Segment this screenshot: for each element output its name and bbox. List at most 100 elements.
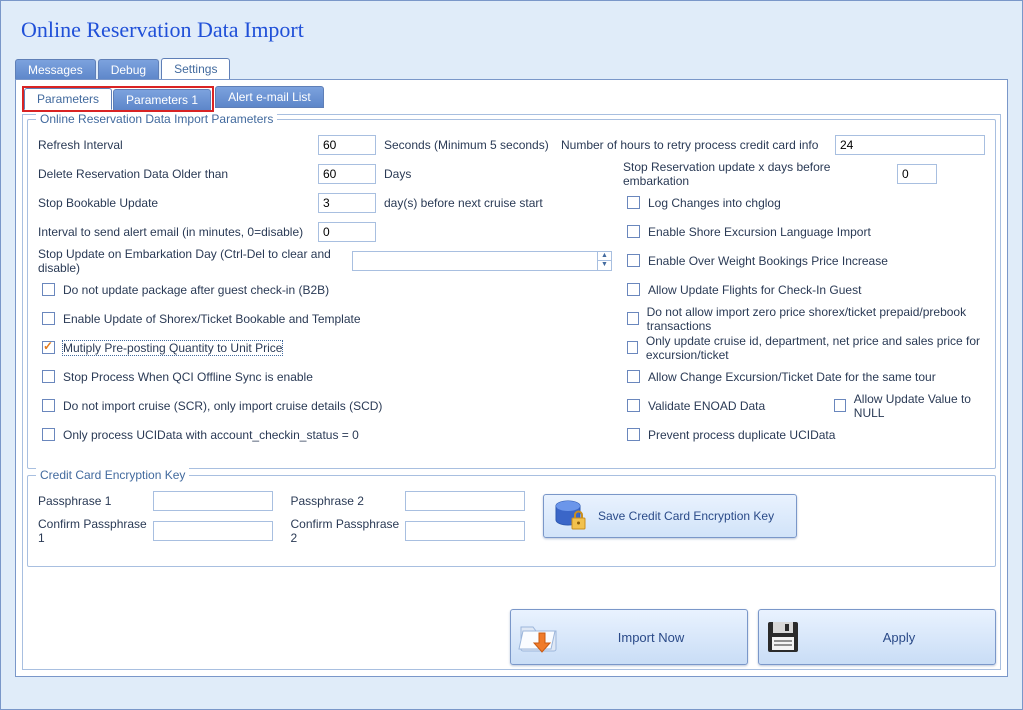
checkbox-no-zero-price[interactable] [627, 312, 639, 325]
tab-settings[interactable]: Settings [161, 58, 230, 80]
input-stop-embark[interactable] [353, 252, 597, 270]
input-cpass1[interactable] [153, 521, 273, 541]
chk-allow-null[interactable]: Allow Update Value to NULL [830, 392, 985, 420]
checkbox-shore-lang[interactable] [627, 225, 640, 238]
chk-log-changes[interactable]: Log Changes into chglog [623, 193, 781, 212]
checkbox-validate-enoad[interactable] [627, 399, 640, 412]
suffix-refresh-interval: Seconds (Minimum 5 seconds) [384, 138, 549, 152]
action-bar: Import Now Apply [510, 609, 996, 665]
top-tabstrip: Messages Debug Settings [1, 57, 1022, 79]
label-over-weight: Enable Over Weight Bookings Price Increa… [648, 254, 888, 268]
checkbox-log-changes[interactable] [627, 196, 640, 209]
label-validate-enoad: Validate ENOAD Data [648, 399, 765, 413]
input-delete-older[interactable] [318, 164, 376, 184]
checkbox-allow-flights[interactable] [627, 283, 640, 296]
label-log-changes: Log Changes into chglog [648, 196, 781, 210]
label-cpass2: Confirm Passphrase 2 [291, 517, 406, 545]
chk-prevent-dup[interactable]: Prevent process duplicate UCIData [623, 425, 835, 444]
chk-only-uci[interactable]: Only process UCIData with account_checki… [38, 425, 359, 444]
group-params-legend: Online Reservation Data Import Parameter… [36, 112, 277, 126]
chk-allow-flights[interactable]: Allow Update Flights for Check-In Guest [623, 280, 861, 299]
checkbox-multiply-pre[interactable] [42, 341, 55, 354]
folder-download-icon [517, 617, 561, 657]
label-allow-flights: Allow Update Flights for Check-In Guest [648, 283, 861, 297]
subtab-parameters1[interactable]: Parameters 1 [113, 89, 211, 110]
label-no-pkg-update: Do not update package after guest check-… [63, 283, 329, 297]
subtab-alert-email[interactable]: Alert e-mail List [215, 86, 324, 108]
subtab-parameters[interactable]: Parameters [24, 88, 112, 110]
database-lock-icon [552, 498, 588, 534]
tab-debug[interactable]: Debug [98, 59, 159, 80]
input-alert-interval[interactable] [318, 222, 376, 242]
label-stop-qci: Stop Process When QCI Offline Sync is en… [63, 370, 313, 384]
label-cpass1: Confirm Passphrase 1 [38, 517, 153, 545]
chk-stop-qci[interactable]: Stop Process When QCI Offline Sync is en… [38, 367, 313, 386]
label-refresh-interval: Refresh Interval [38, 138, 318, 152]
group-params: Online Reservation Data Import Parameter… [27, 119, 996, 469]
input-stop-bookable[interactable] [318, 193, 376, 213]
subtabs-extra: Alert e-mail List [215, 86, 324, 108]
spinner-down-icon[interactable]: ▼ [598, 261, 611, 270]
spinner-buttons: ▲ ▼ [597, 252, 611, 270]
checkbox-allow-change-date[interactable] [627, 370, 640, 383]
input-refresh-interval[interactable] [318, 135, 376, 155]
input-retry-hours[interactable] [835, 135, 985, 155]
save-cc-label: Save Credit Card Encryption Key [598, 509, 774, 523]
checkbox-over-weight[interactable] [627, 254, 640, 267]
label-stop-res-update: Stop Reservation update x days before em… [623, 160, 893, 188]
label-retry-hours: Number of hours to retry process credit … [561, 138, 831, 152]
label-alert-interval: Interval to send alert email (in minutes… [38, 225, 318, 239]
checkbox-stop-qci[interactable] [42, 370, 55, 383]
label-pass2: Passphrase 2 [291, 494, 406, 508]
checkbox-only-update-cruise[interactable] [627, 341, 638, 354]
chk-no-zero-price[interactable]: Do not allow import zero price shorex/ti… [623, 305, 985, 333]
group-cc: Credit Card Encryption Key Passphrase 1 … [27, 475, 996, 567]
floppy-disk-icon [765, 619, 809, 655]
checkbox-no-pkg-update[interactable] [42, 283, 55, 296]
label-shore-lang: Enable Shore Excursion Language Import [648, 225, 871, 239]
tab-messages[interactable]: Messages [15, 59, 96, 80]
label-no-zero-price: Do not allow import zero price shorex/ti… [647, 305, 985, 333]
label-no-scr: Do not import cruise (SCR), only import … [63, 399, 382, 413]
input-cpass2[interactable] [405, 521, 525, 541]
checkbox-enable-shorex[interactable] [42, 312, 55, 325]
chk-multiply-pre[interactable]: Mutiply Pre-posting Quantity to Unit Pri… [38, 338, 282, 357]
chk-shore-lang[interactable]: Enable Shore Excursion Language Import [623, 222, 871, 241]
label-delete-older: Delete Reservation Data Older than [38, 167, 318, 181]
chk-enable-shorex[interactable]: Enable Update of Shorex/Ticket Bookable … [38, 309, 361, 328]
subtabs-highlight: Parameters Parameters 1 [22, 86, 214, 112]
chk-no-scr[interactable]: Do not import cruise (SCR), only import … [38, 396, 382, 415]
label-stop-embark: Stop Update on Embarkation Day (Ctrl-Del… [38, 247, 352, 275]
checkbox-only-uci[interactable] [42, 428, 55, 441]
app-window: Online Reservation Data Import Messages … [0, 0, 1023, 710]
import-now-label: Import Now [591, 630, 741, 645]
suffix-delete-older: Days [384, 167, 411, 181]
input-pass1[interactable] [153, 491, 273, 511]
import-now-button[interactable]: Import Now [510, 609, 748, 665]
checkbox-no-scr[interactable] [42, 399, 55, 412]
chk-no-pkg-update[interactable]: Do not update package after guest check-… [38, 280, 329, 299]
group-cc-legend: Credit Card Encryption Key [36, 468, 189, 482]
label-stop-bookable: Stop Bookable Update [38, 196, 318, 210]
checkbox-allow-null[interactable] [834, 399, 846, 412]
chk-validate-enoad[interactable]: Validate ENOAD Data [623, 396, 830, 415]
spinner-stop-embark[interactable]: ▲ ▼ [352, 251, 612, 271]
save-cc-button[interactable]: Save Credit Card Encryption Key [543, 494, 797, 538]
label-multiply-pre: Mutiply Pre-posting Quantity to Unit Pri… [63, 341, 282, 355]
page-title: Online Reservation Data Import [1, 1, 1022, 57]
apply-button[interactable]: Apply [758, 609, 996, 665]
input-stop-res-update[interactable] [897, 164, 937, 184]
label-pass1: Passphrase 1 [38, 494, 153, 508]
checkbox-prevent-dup[interactable] [627, 428, 640, 441]
spinner-up-icon[interactable]: ▲ [598, 252, 611, 262]
label-prevent-dup: Prevent process duplicate UCIData [648, 428, 835, 442]
suffix-stop-bookable: day(s) before next cruise start [384, 196, 543, 210]
chk-over-weight[interactable]: Enable Over Weight Bookings Price Increa… [623, 251, 888, 270]
parameters-panel: Online Reservation Data Import Parameter… [22, 114, 1001, 670]
chk-only-update-cruise[interactable]: Only update cruise id, department, net p… [623, 334, 985, 362]
apply-label: Apply [839, 630, 989, 645]
chk-allow-change-date[interactable]: Allow Change Excursion/Ticket Date for t… [623, 367, 936, 386]
label-allow-null: Allow Update Value to NULL [854, 392, 985, 420]
input-pass2[interactable] [405, 491, 525, 511]
label-only-update-cruise: Only update cruise id, department, net p… [646, 334, 985, 362]
